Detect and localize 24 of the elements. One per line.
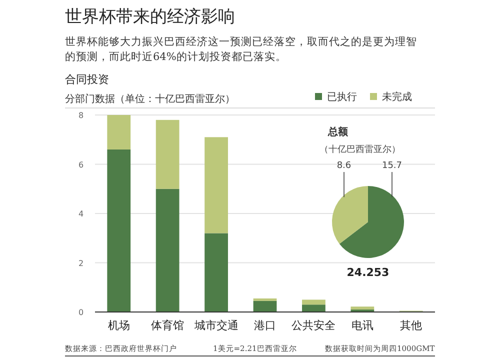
y-tick-label: 0 xyxy=(78,308,84,317)
x-tick-label: 机场 xyxy=(108,319,130,332)
text: 合同投资 xyxy=(65,73,109,86)
x-tick-label: 港口 xyxy=(254,319,276,332)
x-tick-label: 体育馆 xyxy=(151,319,184,332)
annotation: 24.253 xyxy=(346,266,390,279)
chart-subtitle: （十亿巴西雷亚尔） xyxy=(320,144,400,155)
legend-label: 未完成 xyxy=(382,91,412,103)
legend-label: 已执行 xyxy=(327,91,357,103)
y-tick-label: 8 xyxy=(78,111,84,120)
data-label: 15.7 xyxy=(382,161,402,171)
x-tick-label: 电讯 xyxy=(351,319,374,332)
x-tick-label: 其他 xyxy=(400,319,422,332)
chart-title: 世界杯带来的经济影响 xyxy=(65,7,235,27)
chart-title: 总额 xyxy=(327,126,349,138)
y-tick-label: 4 xyxy=(78,210,84,218)
text: 的预测，而此时近64%的计划投资都已落实。 xyxy=(65,51,286,63)
text: 世界杯能够大力振兴巴西经济这一预测已经落空，取而代之的是更为理智 xyxy=(65,36,417,48)
y-tick-label: 2 xyxy=(78,258,84,268)
y-axis-title: 分部门数据（单位：十亿巴西雷亚尔） xyxy=(65,93,235,105)
y-tick-label: 6 xyxy=(78,160,84,170)
data-label: 8.6 xyxy=(336,161,352,171)
x-tick-label: 公共安全 xyxy=(292,319,336,332)
x-tick-label: 城市交通 xyxy=(193,319,238,332)
